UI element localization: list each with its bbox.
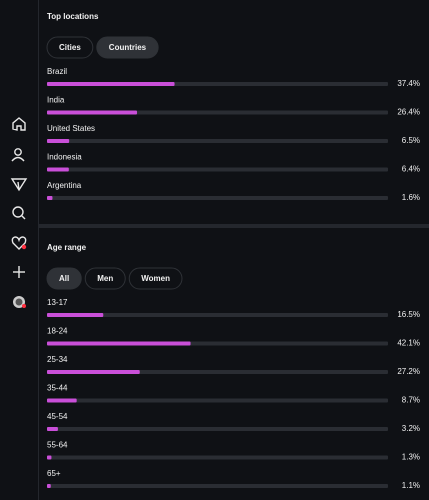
- messages-icon[interactable]: [10, 178, 28, 192]
- section-divider: [39, 224, 429, 228]
- tab-label[interactable]: All: [59, 274, 69, 283]
- home-icon[interactable]: [12, 117, 26, 131]
- tab-pill[interactable]: [96, 36, 159, 59]
- create-icon[interactable]: [13, 266, 25, 278]
- value-label: 37.4%: [397, 79, 420, 88]
- row-label: 65+: [47, 469, 61, 478]
- profile-icon[interactable]: [11, 148, 25, 162]
- bar: [47, 82, 175, 86]
- section-title: Age range: [47, 243, 87, 252]
- row-label: 35-44: [47, 384, 68, 393]
- avatar[interactable]: [13, 296, 26, 308]
- tab-pill[interactable]: [84, 267, 126, 290]
- value-label: 1.6%: [402, 193, 420, 202]
- value-label: 42.1%: [397, 339, 420, 348]
- value-label: 26.4%: [397, 108, 420, 117]
- bar: [47, 398, 77, 403]
- row-label: 18-24: [47, 327, 68, 336]
- row-label: 13-17: [47, 298, 68, 307]
- bar: [47, 110, 138, 115]
- row-label: United States: [47, 124, 95, 133]
- value-label: 6.5%: [402, 136, 420, 145]
- bar: [47, 484, 51, 488]
- row-label: Brazil: [47, 67, 67, 76]
- value-label: 1.1%: [402, 481, 420, 490]
- section-title: Top locations: [47, 12, 99, 21]
- tab-pill[interactable]: [46, 267, 82, 290]
- bar: [47, 139, 70, 143]
- row-label: 25-34: [47, 355, 68, 364]
- tab-label[interactable]: Countries: [109, 43, 147, 52]
- bar: [47, 427, 58, 431]
- value-label: 8.7%: [402, 396, 420, 405]
- sidebar: [10, 117, 28, 308]
- tab-label[interactable]: Men: [97, 274, 113, 283]
- value-label: 16.5%: [397, 310, 420, 319]
- value-label: 6.4%: [402, 165, 420, 174]
- bar-track: [47, 139, 388, 143]
- row-label: India: [47, 96, 65, 105]
- bar-track: [47, 427, 388, 431]
- bar-track: [47, 196, 388, 200]
- row-label: Indonesia: [47, 153, 82, 162]
- value-label: 3.2%: [402, 424, 420, 433]
- tab-label[interactable]: Cities: [59, 43, 81, 52]
- tab-pill[interactable]: [128, 267, 183, 290]
- bar-track: [47, 167, 388, 172]
- tab-pill[interactable]: [46, 36, 94, 59]
- bar: [47, 196, 53, 200]
- row-label: Argentina: [47, 181, 82, 190]
- bar: [47, 341, 191, 346]
- bar: [47, 455, 52, 460]
- notifications-icon[interactable]: [11, 236, 27, 250]
- bar: [47, 370, 140, 374]
- value-label: 27.2%: [397, 367, 420, 376]
- value-label: 1.3%: [402, 453, 420, 462]
- bar: [47, 313, 104, 317]
- bar-track: [47, 313, 388, 317]
- search-icon[interactable]: [12, 206, 26, 220]
- row-label: 55-64: [47, 441, 68, 450]
- tab-label[interactable]: Women: [141, 274, 170, 283]
- bar-track: [47, 398, 388, 403]
- bar-track: [47, 484, 388, 488]
- bar: [47, 167, 69, 172]
- row-label: 45-54: [47, 412, 68, 421]
- bar-track: [47, 455, 388, 460]
